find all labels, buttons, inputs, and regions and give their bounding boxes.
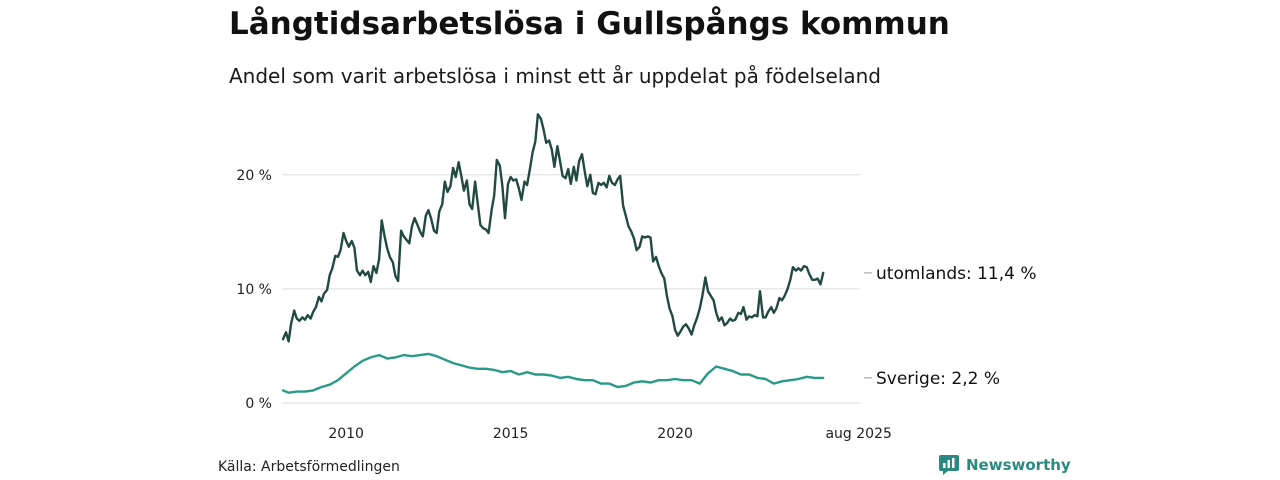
newsworthy-logo-icon	[939, 455, 959, 475]
line-chart: 0 % 10 % 20 % 2010 2015 2020 aug 2025 utomlan…	[236, 113, 1037, 442]
chart-subtitle: Andel som varit arbetslösa i minst ett å…	[229, 64, 881, 88]
y-tick-label: 0 %	[245, 396, 272, 412]
chart-title: Långtidsarbetslösa i Gullspångs kommun	[229, 6, 950, 42]
y-tick-label: 10 %	[236, 282, 272, 298]
series-line-utomlands	[281, 113, 825, 343]
y-tick-label: 20 %	[236, 168, 272, 184]
x-tick-label: 2015	[493, 426, 529, 442]
y-axis-ticks: 0 % 10 % 20 %	[236, 168, 272, 412]
x-tick-label: 2010	[328, 426, 364, 442]
series-lines	[281, 113, 825, 394]
x-tick-label: 2020	[657, 426, 693, 442]
series-end-labels: utomlands: 11,4 % Sverige: 2,2 %	[864, 264, 1037, 389]
series-line-Sverige	[281, 352, 825, 394]
source-note: Källa: Arbetsförmedlingen	[218, 459, 400, 475]
brand-name: Newsworthy	[966, 456, 1071, 474]
x-tick-label: aug 2025	[825, 426, 891, 442]
series-end-label-Sverige: Sverige: 2,2 %	[876, 369, 1000, 389]
gridlines	[283, 174, 860, 404]
brand-logo: Newsworthy	[939, 455, 1071, 475]
series-end-label-utomlands: utomlands: 11,4 %	[876, 264, 1037, 284]
x-axis-ticks: 2010 2015 2020 aug 2025	[328, 426, 892, 442]
